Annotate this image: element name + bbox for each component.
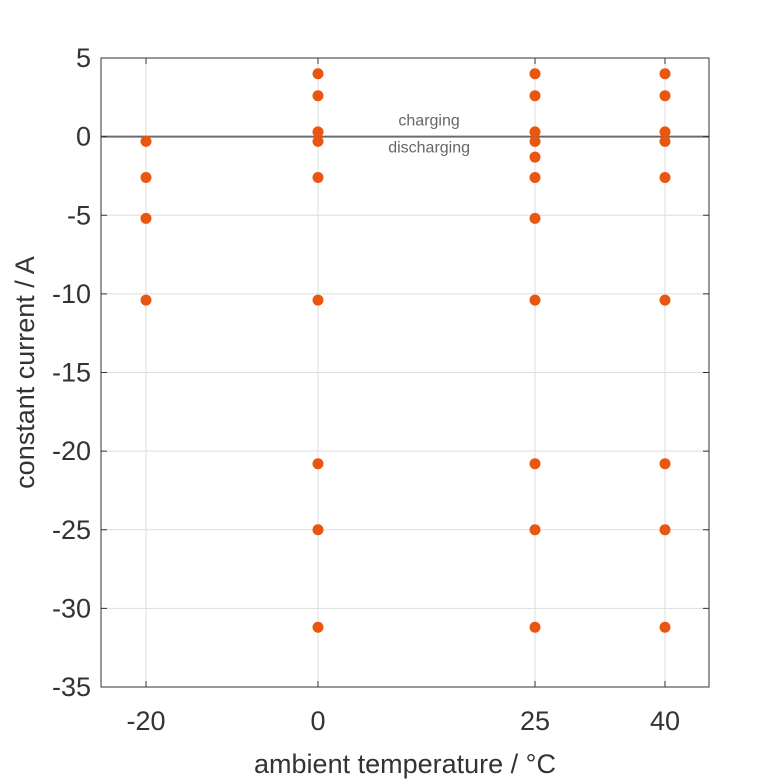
- data-point: [529, 126, 541, 138]
- data-point: [659, 458, 671, 470]
- y-axis-ticks: 5 0 -5 -10 -15 -20 -25 -30 -35: [52, 43, 709, 702]
- data-point: [529, 135, 541, 147]
- data-point: [659, 294, 671, 306]
- y-tick-label: -35: [52, 672, 91, 702]
- data-point: [140, 135, 152, 147]
- data-point: [529, 524, 541, 536]
- data-point: [659, 126, 671, 138]
- data-point: [659, 90, 671, 102]
- data-points: [140, 68, 671, 633]
- x-tick-label: -20: [126, 706, 165, 736]
- data-point: [529, 151, 541, 163]
- data-point: [312, 294, 324, 306]
- data-point: [529, 458, 541, 470]
- y-tick-label: -10: [52, 279, 91, 309]
- data-point: [312, 135, 324, 147]
- data-point: [312, 126, 324, 138]
- data-point: [529, 90, 541, 102]
- data-point: [659, 68, 671, 80]
- data-point: [140, 294, 152, 306]
- data-point: [659, 135, 671, 147]
- data-point: [312, 90, 324, 102]
- x-tick-label: 25: [520, 706, 550, 736]
- data-point: [312, 621, 324, 633]
- data-point: [312, 68, 324, 80]
- charging-annotation: charging: [398, 113, 459, 130]
- discharging-annotation: discharging: [388, 139, 470, 156]
- y-tick-label: 5: [76, 43, 91, 73]
- data-point: [140, 172, 152, 184]
- data-point: [529, 621, 541, 633]
- annotations: charging discharging: [388, 113, 470, 157]
- data-point: [529, 68, 541, 80]
- data-point: [659, 524, 671, 536]
- x-axis-ticks: -20 0 25 40: [126, 58, 680, 736]
- y-tick-label: -5: [67, 200, 91, 230]
- data-point: [312, 458, 324, 470]
- y-tick-label: -30: [52, 593, 91, 623]
- data-point: [529, 294, 541, 306]
- y-tick-label: -15: [52, 358, 91, 388]
- data-point: [312, 524, 324, 536]
- data-point: [659, 172, 671, 184]
- y-tick-label: -20: [52, 436, 91, 466]
- x-axis-label: ambient temperature / °C: [254, 749, 556, 779]
- data-point: [140, 212, 152, 224]
- y-tick-label: 0: [76, 122, 91, 152]
- x-tick-label: 0: [310, 706, 325, 736]
- data-point: [529, 172, 541, 184]
- data-point: [529, 212, 541, 224]
- x-tick-label: 40: [650, 706, 680, 736]
- data-point: [659, 621, 671, 633]
- data-point: [312, 172, 324, 184]
- y-axis-label: constant current / A: [10, 256, 40, 489]
- y-tick-label: -25: [52, 515, 91, 545]
